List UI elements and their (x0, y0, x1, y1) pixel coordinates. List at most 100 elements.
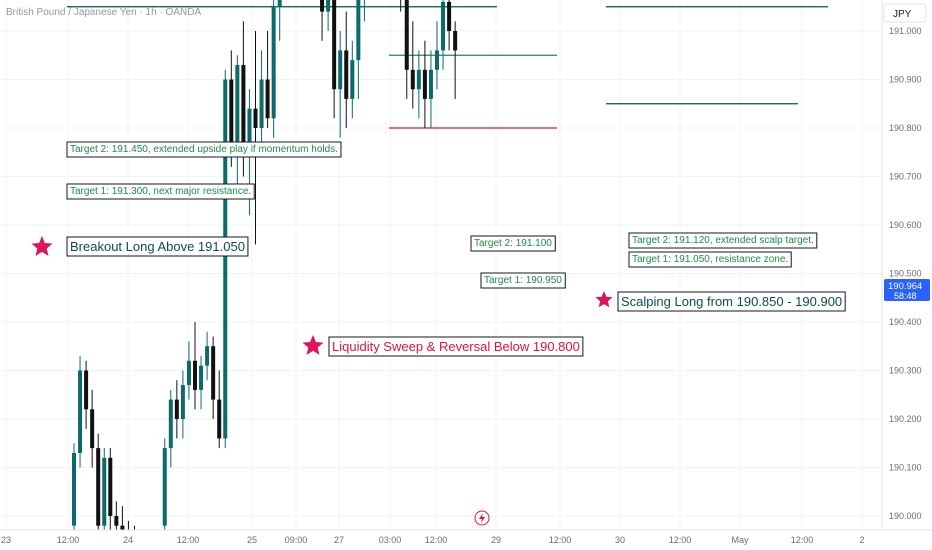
zone-lines (67, 6, 828, 129)
y-tick-label: 190.600 (889, 220, 922, 230)
annotation: Liquidity Sweep & Reversal Below 190.800 (328, 336, 584, 357)
candle-body (241, 64, 246, 158)
y-tick-label: 190.100 (889, 463, 922, 473)
candle-body (180, 385, 185, 419)
x-tick-label: 03:00 (379, 535, 402, 545)
annotation-box (470, 235, 556, 252)
candle-body (356, 0, 361, 61)
x-tick-label: 29 (491, 535, 501, 545)
candle-body (441, 1, 446, 51)
x-tick-label: 09:00 (285, 535, 308, 545)
x-tick-label: 2 (859, 535, 864, 545)
candle-body (404, 0, 409, 70)
annotation-box (628, 251, 792, 268)
time-axis[interactable] (0, 530, 932, 550)
last-price-badge (884, 279, 930, 301)
y-tick-label: 190.700 (889, 172, 922, 182)
annotation-box (628, 232, 818, 249)
annotation: Breakout Long Above 191.050 (66, 236, 249, 257)
candle-body (72, 452, 76, 526)
annotation-box (328, 336, 584, 357)
annotation: Target 1: 190.950 (480, 272, 566, 289)
annotation-label: Target 1: 191.050, resistance zone. (632, 254, 788, 265)
annotation-label: Target 1: 190.950 (484, 275, 562, 286)
annotation: Target 2: 191.120, extended scalp target… (628, 232, 818, 249)
y-tick-label: 190.300 (889, 366, 922, 376)
candle-body (253, 108, 258, 128)
annotation-box (66, 141, 342, 158)
annotation-box (66, 236, 249, 257)
y-tick-label: 191.000 (889, 26, 922, 36)
annotation-label: Breakout Long Above 191.050 (70, 239, 245, 254)
candle-body (277, 0, 282, 7)
candle-body (78, 370, 83, 453)
candle-body (84, 370, 89, 410)
bar-countdown: 58:48 (894, 291, 917, 301)
annotation-label: Target 2: 191.450, extended upside play … (70, 144, 338, 155)
x-tick-label: 12:00 (177, 535, 200, 545)
candle-body (435, 50, 439, 70)
y-tick-label: 190.500 (889, 269, 922, 279)
candle-body (344, 50, 349, 99)
annotation: Target 2: 191.450, extended upside play … (66, 141, 342, 158)
candle-body (217, 399, 222, 439)
candle-body (90, 409, 95, 449)
annotation: Target 2: 191.100 (470, 235, 556, 252)
candle-body (120, 525, 125, 531)
x-tick-label: 23 (1, 535, 11, 545)
x-tick-label: 12:00 (791, 535, 814, 545)
star-icon (595, 291, 613, 308)
x-tick-label: 27 (334, 535, 344, 545)
y-tick-label: 190.800 (889, 123, 922, 133)
candle-body (447, 1, 452, 32)
x-tick-label: May (731, 535, 749, 545)
time-axis-ticks: 23 12:00 24 12:00 25 09:00 27 03:00 12:00 29 12:00… (1, 535, 865, 545)
symbol-title: British Pound / Japanese Yen · 1h · OAND… (6, 7, 201, 18)
star-icon (31, 236, 53, 256)
candle-body (223, 79, 228, 439)
star-icon (302, 335, 324, 355)
annotation-label: Target 2: 191.120, extended scalp target… (632, 235, 814, 246)
price-axis[interactable] (882, 0, 932, 530)
candle-body (162, 448, 167, 526)
y-tick-label: 190.400 (889, 317, 922, 327)
candle-body (410, 69, 415, 90)
annotation-label: Scalping Long from 190.850 - 190.900 (621, 294, 842, 309)
x-tick-label: 24 (123, 535, 133, 545)
y-tick-label: 190.200 (889, 414, 922, 424)
currency-label: JPY (893, 9, 912, 20)
y-tick-label: 190.000 (889, 511, 922, 521)
candle-body (350, 60, 355, 99)
candle-body (428, 69, 433, 99)
candle-body (271, 6, 276, 119)
last-price-value: 190.964 (888, 281, 922, 292)
candle-body (205, 346, 210, 366)
candle-body (265, 79, 270, 119)
x-tick-label: 12:00 (669, 535, 692, 545)
candle-body (102, 457, 107, 526)
candle-body (211, 346, 216, 400)
price-axis-ticks: 190.000 190.100 190.200 190.300 190.400 190.5… (889, 26, 922, 521)
annotation: Target 1: 191.300, next major resistance… (66, 183, 255, 200)
y-tick-label: 190.900 (889, 75, 922, 85)
candle-body (168, 399, 173, 449)
x-tick-label: 25 (247, 535, 257, 545)
candle-body (96, 448, 101, 526)
lightning-glyph (479, 513, 485, 523)
annotation: Scalping Long from 190.850 - 190.900 (617, 291, 846, 312)
annotation-box (66, 183, 255, 200)
candle-body (108, 457, 113, 516)
candle-body (235, 64, 240, 148)
x-tick-label: 12:00 (549, 535, 572, 545)
annotation-box (480, 272, 566, 289)
candle-body (229, 79, 234, 148)
candle-body (199, 365, 204, 390)
annotations: Target 2: 191.450, extended upside play … (31, 141, 846, 357)
candle-body (186, 360, 191, 386)
currency-button[interactable] (883, 3, 927, 23)
annotation-label: Target 2: 191.100 (474, 238, 552, 249)
candle-body (114, 516, 119, 526)
x-tick-label: 30 (615, 535, 625, 545)
